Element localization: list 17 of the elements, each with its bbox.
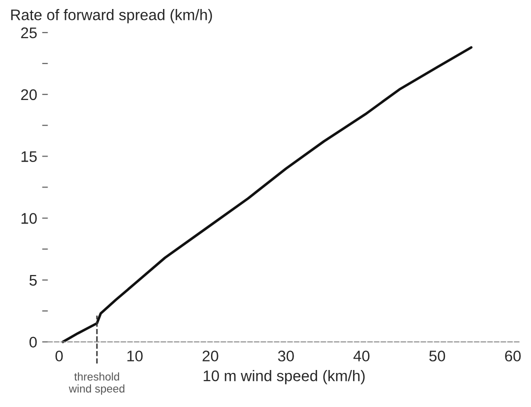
y-tick-label: 10 (22, 213, 37, 224)
y-tick-label: 0 (29, 336, 37, 348)
ref-line-label: threshold wind speed (68, 372, 124, 395)
x-tick-label: 10 (127, 350, 143, 362)
x-tick-label: 40 (353, 350, 370, 362)
x-tick-label: 50 (429, 350, 446, 362)
y-tick-label: 20 (21, 89, 37, 100)
x-tick-label: 30 (278, 350, 294, 362)
x-axis-title: 10 m wind speed (km/h) (204, 370, 365, 384)
y-tick-label: 25 (21, 27, 37, 38)
y-tick-label: 5 (29, 275, 37, 286)
x-tick-label: 60 (505, 350, 521, 362)
y-axis-title: Rate of forward spread (km/h) (11, 9, 212, 24)
line-series (62, 46, 472, 344)
x-tick-label: 20 (202, 350, 218, 362)
x-tick-label: 0 (55, 350, 63, 362)
y-tick-label: 15 (22, 151, 37, 162)
